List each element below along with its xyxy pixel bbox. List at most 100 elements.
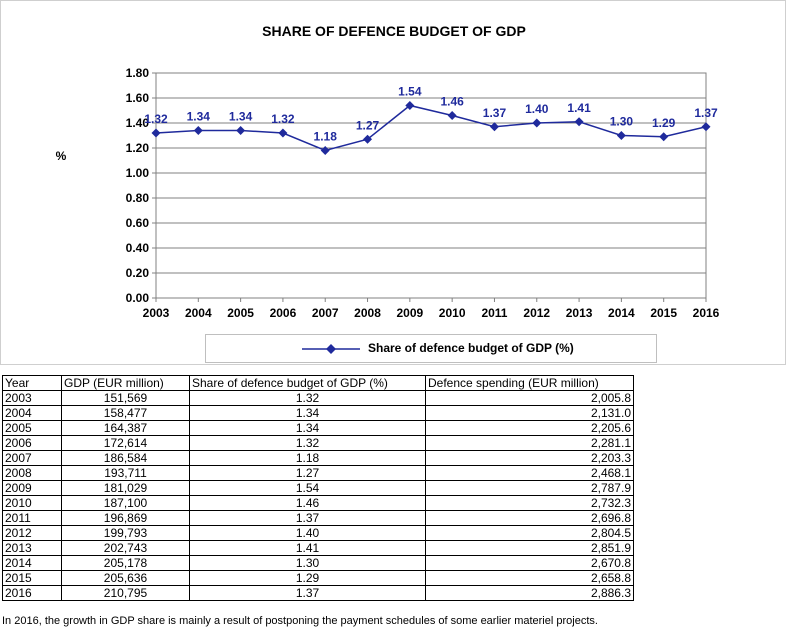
data-label: 1.18 (314, 130, 338, 144)
y-tick-label: 1.00 (126, 166, 150, 180)
cell-share: 1.41 (189, 540, 426, 556)
cell-year: 2003 (2, 390, 62, 406)
table-row: 2004 158,477 1.34 2,131.0 (2, 405, 634, 421)
data-label: 1.29 (652, 116, 676, 130)
data-point (701, 122, 711, 132)
data-label: 1.37 (483, 106, 507, 120)
cell-spending: 2,851.9 (425, 540, 634, 556)
data-point (616, 131, 626, 140)
x-tick-label: 2006 (270, 306, 297, 320)
cell-gdp: 158,477 (61, 405, 190, 421)
y-tick-label: 0.00 (126, 291, 150, 305)
cell-year: 2015 (2, 570, 62, 586)
data-label: 1.37 (694, 106, 718, 120)
cell-spending: 2,281.1 (425, 435, 634, 451)
data-point (447, 111, 457, 120)
cell-year: 2011 (2, 510, 62, 526)
data-point (659, 132, 669, 142)
column-header-share: Share of defence budget of GDP (%) (189, 375, 426, 391)
cell-share: 1.54 (189, 480, 426, 496)
column-header-year: Year (2, 375, 62, 391)
line-chart: SHARE OF DEFENCE BUDGET OF GDP% 0.00 0.20 0… (56, 23, 720, 320)
data-label: 1.30 (610, 115, 634, 129)
x-tick-label: 2012 (523, 306, 550, 320)
cell-gdp: 210,795 (61, 585, 190, 601)
cell-gdp: 205,636 (61, 570, 190, 586)
table-row: 2015 205,636 1.29 2,658.8 (2, 570, 634, 586)
cell-gdp: 172,614 (61, 435, 190, 451)
y-tick-label: 1.40 (126, 116, 150, 130)
cell-spending: 2,696.8 (425, 510, 634, 526)
cell-share: 1.34 (189, 405, 426, 421)
table-row: 2006 172,614 1.32 2,281.1 (2, 435, 634, 451)
cell-gdp: 193,711 (61, 465, 190, 481)
cell-spending: 2,787.9 (425, 480, 634, 496)
data-label: 1.40 (525, 102, 549, 116)
cell-spending: 2,205.6 (425, 420, 634, 436)
cell-share: 1.37 (189, 510, 426, 526)
cell-share: 1.37 (189, 585, 426, 601)
x-tick-label: 2005 (227, 306, 254, 320)
cell-spending: 2,804.5 (425, 525, 634, 541)
table-row: 2007 186,584 1.18 2,203.3 (2, 450, 634, 466)
data-label: 1.32 (144, 112, 168, 126)
data-label: 1.32 (271, 112, 295, 126)
cell-share: 1.46 (189, 495, 426, 511)
column-header-gdp: GDP (EUR million) (61, 375, 190, 391)
x-tick-label: 2011 (481, 306, 507, 320)
x-tick-label: 2010 (439, 306, 466, 320)
cell-gdp: 187,100 (61, 495, 190, 511)
cell-spending: 2,203.3 (425, 450, 634, 466)
data-label: 1.46 (440, 95, 464, 109)
cell-spending: 2,468.1 (425, 465, 634, 481)
y-tick-label: 0.80 (126, 191, 150, 205)
table-row: 2003 151,569 1.32 2,005.8 (2, 390, 634, 406)
cell-spending: 2,658.8 (425, 570, 634, 586)
cell-spending: 2,732.3 (425, 495, 634, 511)
data-label: 1.54 (398, 85, 422, 99)
x-tick-label: 2014 (608, 306, 635, 320)
data-point (193, 126, 203, 135)
cell-spending: 2,131.0 (425, 405, 634, 421)
x-tick-label: 2007 (312, 306, 339, 320)
cell-share: 1.32 (189, 435, 426, 451)
legend-marker-icon (302, 344, 360, 354)
y-tick-label: 0.60 (126, 216, 150, 230)
cell-gdp: 205,178 (61, 555, 190, 571)
cell-gdp: 202,743 (61, 540, 190, 556)
cell-share: 1.34 (189, 420, 426, 436)
x-tick-label: 2016 (693, 306, 720, 320)
table-row: 2011 196,869 1.37 2,696.8 (2, 510, 634, 526)
data-point (532, 118, 542, 128)
cell-share: 1.29 (189, 570, 426, 586)
data-point (405, 101, 415, 110)
table-row: 2009 181,029 1.54 2,787.9 (2, 480, 634, 496)
data-label: 1.41 (567, 101, 591, 115)
table-row: 2016 210,795 1.37 2,886.3 (2, 585, 634, 601)
legend-label: Share of defence budget of GDP (%) (368, 341, 574, 355)
x-tick-label: 2004 (185, 306, 212, 320)
column-header-spending: Defence spending (EUR million) (425, 375, 634, 391)
data-label: 1.27 (356, 118, 380, 132)
cell-year: 2005 (2, 420, 62, 436)
table-row: 2012 199,793 1.40 2,804.5 (2, 525, 634, 541)
cell-spending: 2,005.8 (425, 390, 634, 406)
table-row: 2010 187,100 1.46 2,732.3 (2, 495, 634, 511)
plot-area (155, 72, 707, 299)
cell-year: 2004 (2, 405, 62, 421)
y-axis-label: % (56, 149, 67, 163)
cell-year: 2007 (2, 450, 62, 466)
cell-year: 2012 (2, 525, 62, 541)
data-point (574, 117, 584, 127)
y-tick-label: 1.60 (126, 91, 150, 105)
cell-share: 1.18 (189, 450, 426, 466)
table-header-row: Year GDP (EUR million) Share of defence … (2, 375, 634, 391)
cell-gdp: 186,584 (61, 450, 190, 466)
cell-spending: 2,886.3 (425, 585, 634, 601)
y-tick-label: 1.80 (126, 66, 150, 80)
cell-share: 1.27 (189, 465, 426, 481)
cell-year: 2016 (2, 585, 62, 601)
cell-gdp: 181,029 (61, 480, 190, 496)
y-tick-label: 0.40 (126, 241, 150, 255)
table-row: 2008 193,711 1.27 2,468.1 (2, 465, 634, 481)
